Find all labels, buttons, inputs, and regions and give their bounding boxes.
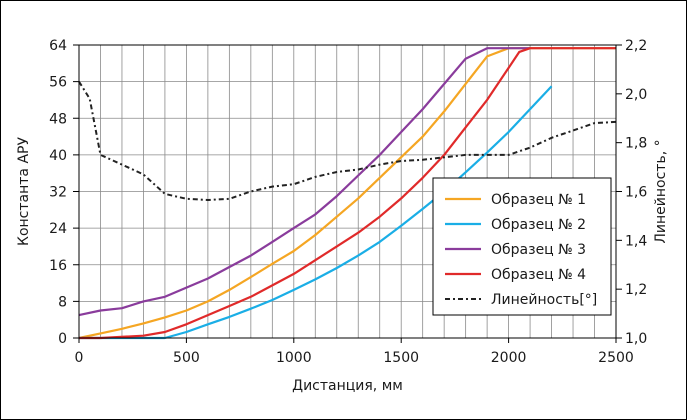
- legend-label-3: Образец № 3: [491, 242, 586, 258]
- legend-label-1: Образец № 1: [491, 192, 586, 208]
- series-line-4: [79, 47, 616, 340]
- y2-tick-label: 1,4: [625, 233, 647, 249]
- y2-tick-label: 2,0: [625, 87, 647, 103]
- legend-label-5: Линейность[°]: [491, 292, 597, 308]
- y-tick-label: 64: [49, 38, 67, 54]
- y2-tick-label: 1,2: [625, 282, 647, 298]
- y-tick-label: 40: [49, 148, 67, 164]
- x-tick-label: 1500: [383, 350, 419, 366]
- y-axis-label: Константа АРУ: [16, 137, 32, 246]
- legend[interactable]: Образец № 1 Образец № 2 Образец № 3 Образец…: [432, 177, 612, 316]
- series-line-3: [78, 47, 531, 317]
- y2-tick-label: 1,6: [625, 185, 647, 201]
- tick-labels: 0 8 16 24 32 40 48 56 64 1,0 1,2 1,4 1,6 1,8 2,0 2,2 0 50…: [49, 38, 647, 366]
- y-tick-label: 24: [49, 221, 67, 237]
- y-tick-label: 8: [58, 294, 67, 310]
- y-tick-label: 16: [49, 258, 67, 274]
- x-tick-label: 1000: [276, 350, 312, 366]
- x-tick-label: 0: [75, 350, 84, 366]
- y2-tick-label: 1,8: [625, 136, 647, 152]
- legend-box: [432, 177, 612, 316]
- y-tick-label: 48: [49, 111, 67, 127]
- y-tick-label: 0: [58, 331, 67, 347]
- x-tick-label: 500: [173, 350, 200, 366]
- y2-axis-label: Линейность, °: [653, 139, 669, 243]
- series-layer: [78, 47, 617, 340]
- y-tick-label: 56: [49, 75, 67, 91]
- x-axis-label: Дистанция, мм: [292, 378, 403, 394]
- y2-tick-label: 2,2: [625, 38, 647, 54]
- series-line-5: [78, 81, 617, 201]
- legend-label-4: Образец № 4: [491, 267, 586, 283]
- y-tick-label: 32: [49, 185, 67, 201]
- legend-label-2: Образец № 2: [491, 217, 586, 233]
- x-tick-label: 2000: [491, 350, 527, 366]
- y2-tick-label: 1,0: [625, 331, 647, 347]
- x-tick-label: 2500: [598, 350, 634, 366]
